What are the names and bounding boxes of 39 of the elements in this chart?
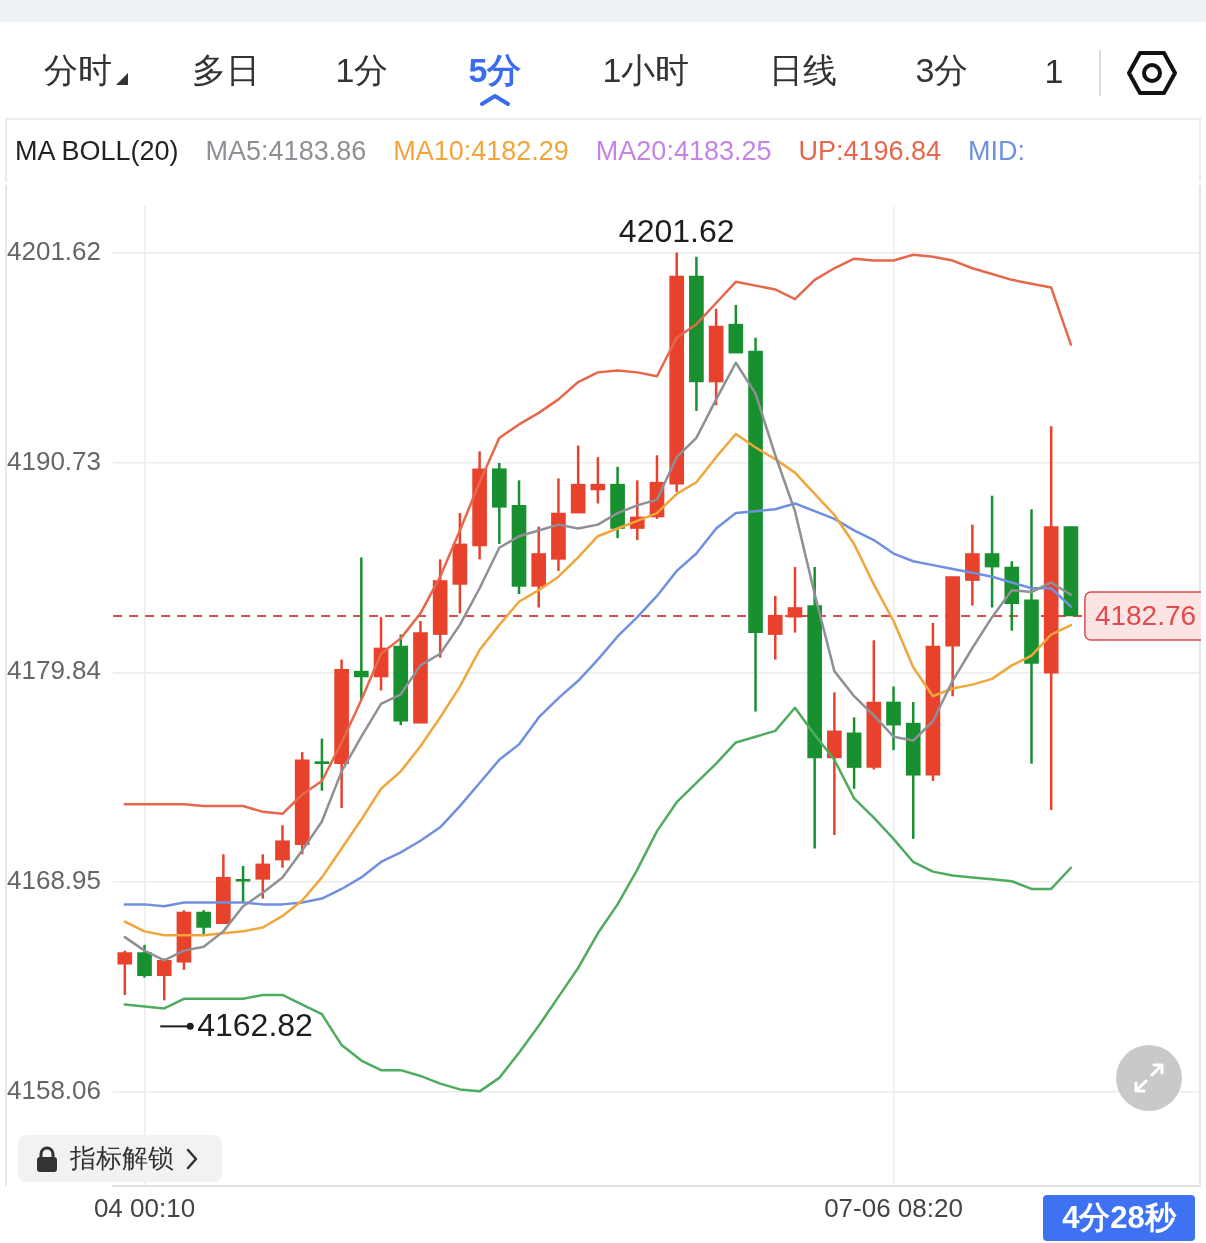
text: 5分 <box>468 50 522 91</box>
candlestick <box>767 594 783 661</box>
candlestick <box>196 908 211 937</box>
annotation: 4162.82 <box>197 1007 313 1044</box>
y-tick-label: 4201.62 <box>7 235 101 266</box>
candlestick <box>984 494 1000 609</box>
text: 1小时 <box>602 50 690 91</box>
text: 3分 <box>915 50 969 91</box>
x-tick-label: 04 00:10 <box>93 1192 196 1223</box>
candlestick <box>156 957 172 1002</box>
candlestick <box>787 565 803 634</box>
text: 分时 <box>44 50 112 91</box>
candlestick <box>314 737 330 792</box>
x-tick-label: 07-06 08:20 <box>824 1192 963 1223</box>
y-tick-label: 4190.73 <box>7 445 101 476</box>
candlestick <box>137 943 152 979</box>
y-tick-label: 4179.84 <box>7 655 101 686</box>
text: 日线 <box>769 50 837 91</box>
text: 4分28秒 <box>1062 1199 1176 1237</box>
candlestick <box>886 685 901 752</box>
candlestick <box>255 853 271 900</box>
text: 1分 <box>335 50 389 91</box>
legend-label: MA20:4183.25 <box>595 135 772 167</box>
candlestick <box>235 864 251 904</box>
text: UP:4196.84 <box>798 135 942 167</box>
y-tick-label: 4158.06 <box>7 1075 101 1106</box>
ref-line-label: 4182.76 <box>1094 599 1197 631</box>
text: MA10:4182.29 <box>393 135 569 167</box>
annotation: 4201.62 <box>618 213 735 250</box>
candlestick <box>354 556 369 702</box>
text: 1 <box>1044 51 1064 91</box>
text: 多日 <box>192 50 260 91</box>
candlestick <box>275 824 290 869</box>
y-tick-label: 4168.95 <box>7 865 101 896</box>
text: MID: <box>968 135 1026 167</box>
annotation: 指标解锁 <box>70 1142 174 1175</box>
text: MA5:4183.86 <box>205 135 367 167</box>
candlestick <box>117 949 133 997</box>
legend-title: MA BOLL(20) <box>15 135 179 167</box>
